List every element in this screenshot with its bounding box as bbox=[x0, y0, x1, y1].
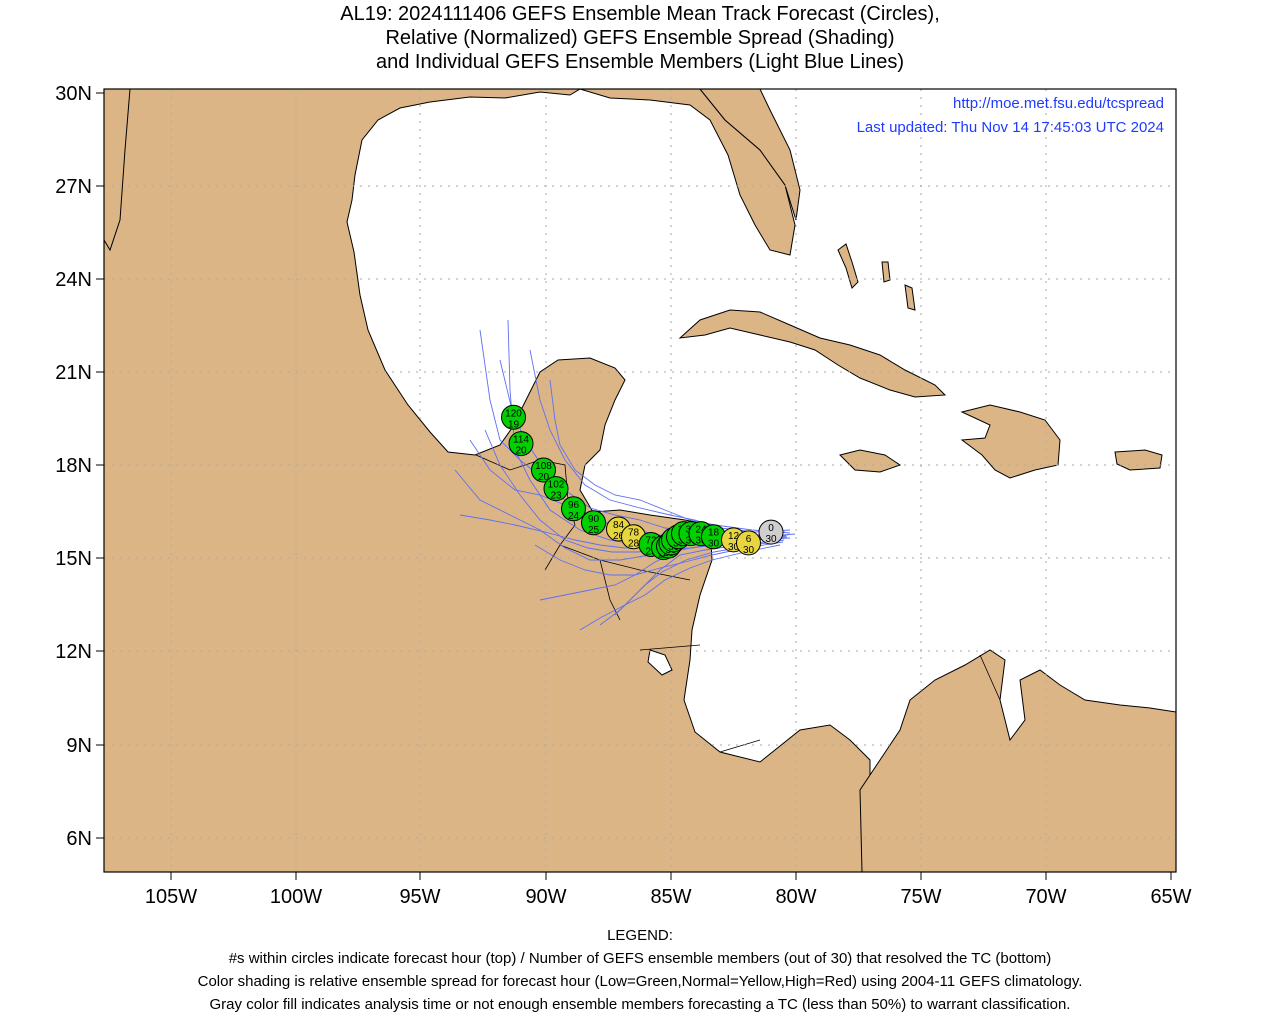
forecast-circle-marker bbox=[501, 404, 526, 430]
x-tick-label: 105W bbox=[145, 886, 197, 908]
forecast-hour-label: 12 bbox=[728, 531, 740, 542]
member-count-label: 20 bbox=[538, 472, 550, 483]
member-count-label: 24 bbox=[568, 511, 580, 522]
forecast-hour-label: 90 bbox=[588, 514, 600, 525]
forecast-circle-marker bbox=[531, 457, 556, 483]
forecast-hour-label: 84 bbox=[613, 520, 625, 531]
member-count-label: 23 bbox=[550, 491, 562, 502]
y-tick-label: 24N bbox=[55, 269, 92, 291]
forecast-circle-marker bbox=[736, 530, 761, 556]
x-axis-labels: 105W 100W 95W 90W 85W 80W 75W 70W 65W bbox=[145, 886, 1192, 908]
baja-california bbox=[104, 89, 131, 252]
forecast-circle-0: 030 bbox=[758, 519, 784, 545]
forecast-circle-marker bbox=[758, 519, 784, 545]
member-count-label: 26 bbox=[613, 531, 625, 542]
graticule bbox=[104, 89, 1176, 872]
y-tick-label: 27N bbox=[55, 176, 92, 198]
forecast-hour-label: 24 bbox=[695, 525, 707, 536]
cuba bbox=[678, 309, 947, 398]
x-tick-label: 90W bbox=[525, 886, 566, 908]
member-count-label: 20 bbox=[515, 446, 527, 457]
forecast-circle-marker bbox=[581, 510, 606, 536]
forecast-hour-label: 114 bbox=[513, 435, 529, 446]
member-count-label: 30 bbox=[743, 545, 755, 556]
y-tick-label: 6N bbox=[66, 828, 92, 850]
member-track bbox=[529, 349, 791, 533]
x-tick-label: 75W bbox=[900, 886, 941, 908]
member-count-label: 30 bbox=[765, 534, 777, 545]
y-tick-label: 15N bbox=[55, 548, 92, 570]
member-track bbox=[579, 544, 781, 631]
forecast-circle-marker bbox=[508, 431, 534, 457]
forecast-hour-label: 6 bbox=[746, 534, 752, 545]
y-tick-label: 9N bbox=[66, 735, 92, 757]
member-count-label: 30 bbox=[708, 539, 720, 550]
x-tick-label: 95W bbox=[399, 886, 440, 908]
member-count-label: 30 bbox=[695, 536, 707, 547]
member-count-label: 30 bbox=[728, 542, 740, 553]
forecast-hour-label: 96 bbox=[568, 500, 580, 511]
legend-line-circles: #s within circles indicate forecast hour… bbox=[228, 950, 1052, 967]
hispaniola bbox=[960, 404, 1061, 479]
x-tick-label: 70W bbox=[1025, 886, 1066, 908]
legend: LEGEND: #s within circles indicate forec… bbox=[0, 924, 1280, 1016]
bahamas-islands bbox=[837, 243, 916, 311]
member-track bbox=[549, 379, 791, 534]
legend-heading: LEGEND: bbox=[607, 927, 673, 944]
y-tick-label: 18N bbox=[55, 455, 92, 477]
legend-line-gray: Gray color fill indicates analysis time … bbox=[209, 996, 1071, 1013]
title-line-3: and Individual GEFS Ensemble Members (Li… bbox=[375, 51, 905, 73]
forecast-hour-label: 72 bbox=[645, 535, 657, 546]
forecast-circle-6: 630 bbox=[736, 530, 761, 556]
x-tick-label: 80W bbox=[775, 886, 816, 908]
y-axis-labels: 30N 27N 24N 21N 18N 15N 12N 9N 6N bbox=[55, 83, 92, 850]
y-tick-label: 30N bbox=[55, 83, 92, 105]
source-url-link[interactable]: http://moe.met.fsu.edu/tcspread bbox=[953, 95, 1164, 112]
x-tick-label: 85W bbox=[650, 886, 691, 908]
axis-ticks bbox=[96, 92, 1172, 880]
member-count-label: 19 bbox=[508, 419, 520, 430]
forecast-hour-label: 0 bbox=[768, 523, 774, 534]
y-tick-label: 12N bbox=[55, 641, 92, 663]
forecast-hour-label: 108 bbox=[535, 461, 552, 472]
forecast-circle-marker bbox=[543, 476, 569, 502]
us-southeast-coast bbox=[699, 89, 801, 221]
forecast-hour-label: 78 bbox=[628, 528, 640, 539]
landmass-north-central-america bbox=[104, 89, 871, 872]
x-tick-label: 100W bbox=[270, 886, 322, 908]
plot-frame bbox=[103, 88, 1177, 873]
x-tick-label: 65W bbox=[1150, 886, 1191, 908]
land-layer bbox=[104, 89, 1176, 872]
member-count-label: 29 bbox=[645, 546, 657, 557]
last-updated-text: Last updated: Thu Nov 14 17:45:03 UTC 20… bbox=[857, 119, 1164, 136]
south-america bbox=[859, 649, 1176, 872]
jamaica bbox=[839, 449, 902, 473]
puerto-rico bbox=[1114, 449, 1163, 471]
legend-line-shading: Color shading is relative ensemble sprea… bbox=[197, 973, 1083, 990]
forecast-hour-label: 102 bbox=[548, 480, 565, 491]
chart-title: AL19: 2024111406 GEFS Ensemble Mean Trac… bbox=[0, 2, 1280, 74]
title-line-1: AL19: 2024111406 GEFS Ensemble Mean Trac… bbox=[340, 3, 940, 25]
y-tick-label: 21N bbox=[55, 362, 92, 384]
member-count-label: 25 bbox=[588, 525, 600, 536]
member-count-label: 28 bbox=[628, 539, 640, 550]
lake-nicaragua bbox=[647, 649, 673, 676]
title-line-2: Relative (Normalized) GEFS Ensemble Spre… bbox=[385, 27, 895, 49]
member-track bbox=[534, 541, 784, 576]
forecast-hour-label: 120 bbox=[505, 408, 522, 419]
forecast-circle-marker bbox=[561, 496, 586, 522]
forecast-hour-label: 18 bbox=[708, 528, 720, 539]
